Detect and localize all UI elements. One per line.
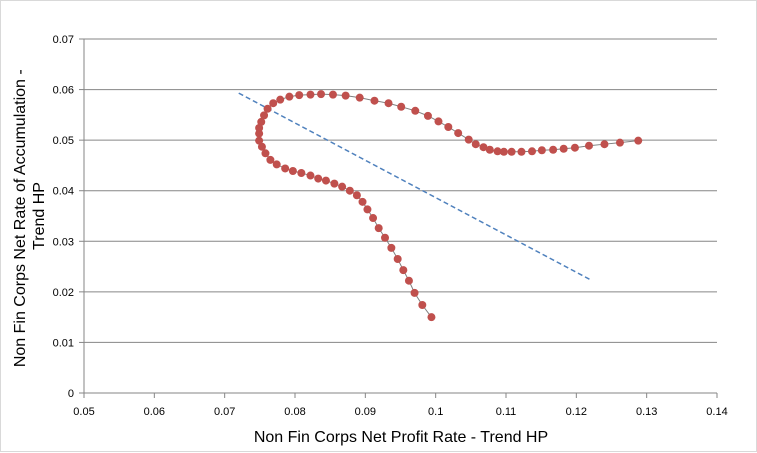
data-point xyxy=(263,104,272,113)
x-tick-label: 0.07 xyxy=(214,406,235,418)
trendline-line xyxy=(238,92,591,281)
data-point xyxy=(352,191,361,200)
data-point xyxy=(306,90,315,99)
y-tick-label: 0 xyxy=(68,388,74,400)
x-tick-label: 0.06 xyxy=(144,406,165,418)
y-tick-label: 0.07 xyxy=(53,34,74,46)
data-point xyxy=(399,266,408,275)
data-point xyxy=(387,243,396,252)
data-point xyxy=(634,136,643,145)
y-tick-label: 0.04 xyxy=(53,186,74,198)
data-point xyxy=(345,186,354,195)
data-point xyxy=(276,95,285,104)
data-point xyxy=(384,99,393,108)
data-point xyxy=(369,214,378,223)
x-tick-label: 0.11 xyxy=(496,406,517,418)
y-axis-title-line-1: Non Fin Corps Net Rate of Accumulation - xyxy=(12,69,29,367)
data-point xyxy=(404,276,413,285)
data-point xyxy=(517,147,526,156)
data-point xyxy=(471,140,480,149)
data-point xyxy=(584,141,593,150)
x-tick-label: 0.13 xyxy=(636,406,657,418)
y-axis-tick-labels: 0 0.01 0.02 0.03 0.04 0.05 0.06 0.07 xyxy=(53,34,74,400)
x-tick-label: 0.12 xyxy=(566,406,587,418)
data-point xyxy=(499,147,508,156)
data-point xyxy=(314,174,323,183)
data-point xyxy=(528,147,537,156)
data-series xyxy=(255,90,643,322)
data-point xyxy=(363,205,372,214)
y-axis-title-line-2: Trend HP xyxy=(31,182,48,250)
data-point xyxy=(255,124,264,133)
data-point xyxy=(255,129,264,138)
x-tick-label: 0.14 xyxy=(706,406,727,418)
data-point xyxy=(537,146,546,155)
y-tick-label: 0.01 xyxy=(53,337,74,349)
data-point xyxy=(321,176,330,185)
data-point xyxy=(330,179,339,188)
data-point xyxy=(269,99,278,108)
data-point xyxy=(393,254,402,263)
data-point xyxy=(281,164,290,173)
y-tick-label: 0.06 xyxy=(53,85,74,97)
data-point xyxy=(418,301,427,310)
x-axis-tick-labels: 0.05 0.06 0.07 0.08 0.09 0.1 0.11 0.12 0.13 0.14 xyxy=(73,406,727,418)
y-tick-label: 0.03 xyxy=(53,236,74,248)
data-point xyxy=(411,106,420,115)
data-point xyxy=(423,111,432,120)
data-point xyxy=(464,135,473,144)
data-point xyxy=(493,147,502,156)
data-point xyxy=(381,233,390,242)
data-point xyxy=(297,169,306,178)
x-tick-label: 0.08 xyxy=(284,406,305,418)
data-point xyxy=(257,117,266,126)
x-tick-label: 0.1 xyxy=(428,406,443,418)
data-point xyxy=(397,102,406,111)
data-point xyxy=(370,96,379,105)
data-point xyxy=(288,166,297,175)
data-point xyxy=(358,197,367,206)
x-tick-label: 0.05 xyxy=(73,406,94,418)
data-point xyxy=(570,143,579,152)
data-point xyxy=(454,129,463,138)
data-point xyxy=(559,144,568,153)
data-point xyxy=(317,90,326,99)
data-point xyxy=(479,143,488,152)
data-point xyxy=(615,138,624,147)
data-point xyxy=(295,91,304,100)
data-point xyxy=(341,91,350,100)
data-point xyxy=(260,111,269,120)
data-point xyxy=(507,147,516,156)
y-tick-label: 0.05 xyxy=(53,135,74,147)
data-point xyxy=(444,122,453,131)
data-point xyxy=(261,149,270,158)
data-point xyxy=(374,224,383,233)
gridlines xyxy=(79,38,717,394)
data-point xyxy=(272,160,281,169)
data-point xyxy=(255,136,264,145)
data-point xyxy=(338,182,347,191)
axes xyxy=(83,39,718,398)
data-point xyxy=(285,92,294,101)
data-point xyxy=(306,171,315,180)
data-point xyxy=(427,313,436,322)
data-point xyxy=(410,288,419,297)
trendline xyxy=(238,92,591,281)
x-tick-label: 0.09 xyxy=(355,406,376,418)
data-point xyxy=(434,117,443,126)
data-point xyxy=(549,145,558,154)
data-point xyxy=(355,93,364,102)
data-point xyxy=(257,142,266,151)
data-point xyxy=(328,90,337,99)
y-axis-title: Non Fin Corps Net Rate of Accumulation -… xyxy=(12,65,48,367)
data-point xyxy=(600,140,609,149)
data-point xyxy=(266,155,275,164)
x-axis-title: Non Fin Corps Net Profit Rate - Trend HP xyxy=(254,429,548,446)
y-tick-label: 0.02 xyxy=(53,287,74,299)
data-point xyxy=(485,145,494,154)
